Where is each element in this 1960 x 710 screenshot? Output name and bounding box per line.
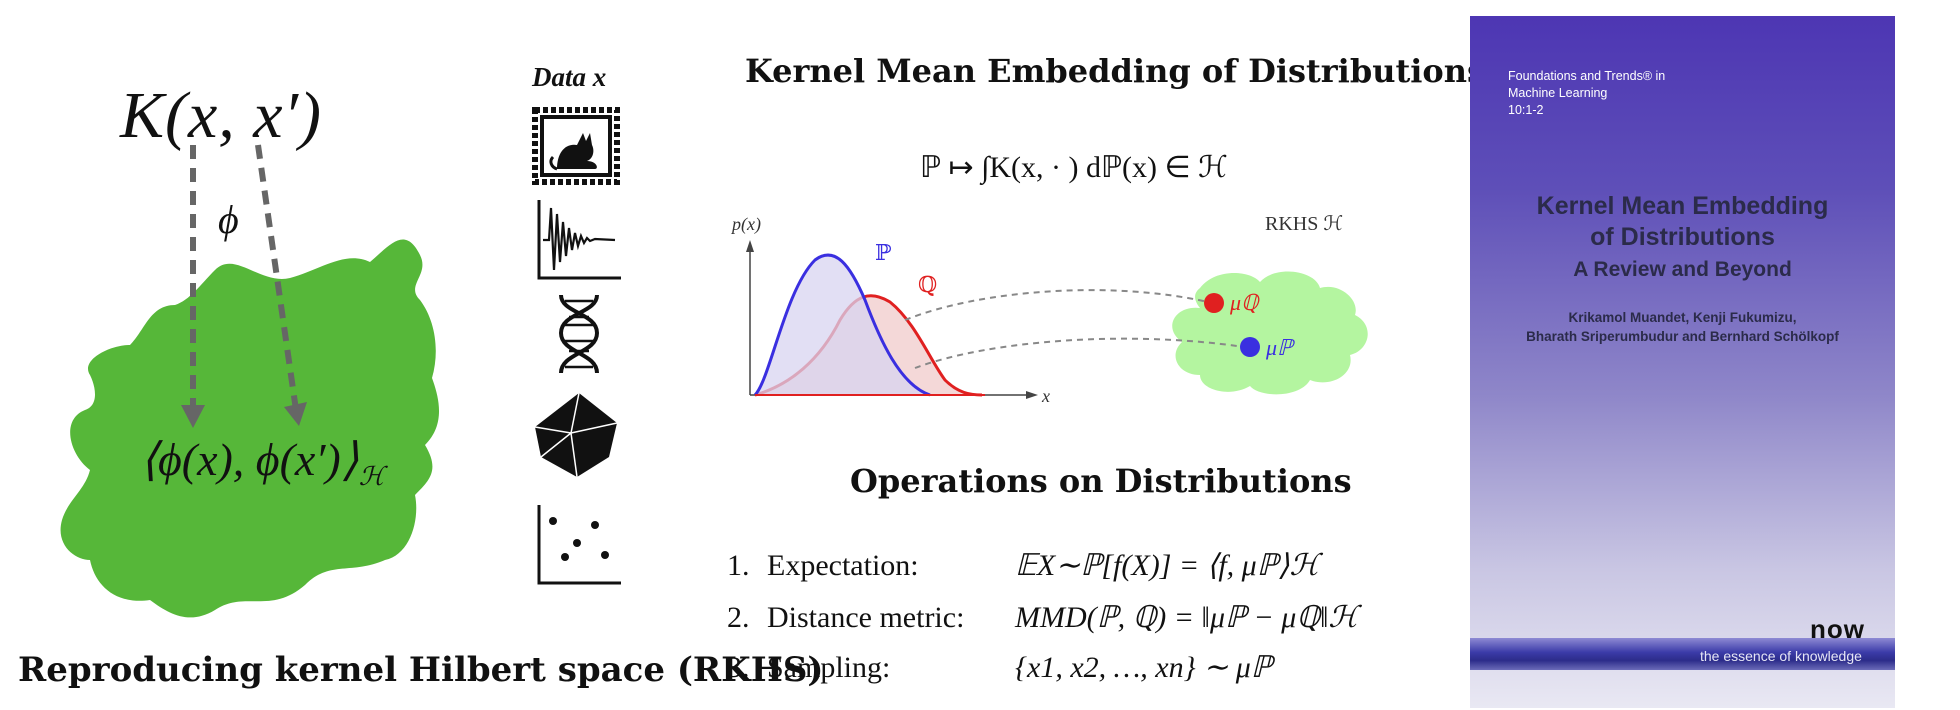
authors-line: Bharath Sriperumbudur and Bernhard Schöl… [1526, 329, 1839, 344]
feature-map-label: ϕ [218, 197, 239, 242]
operation-name: Sampling: [767, 651, 891, 684]
density-p-fill [755, 254, 930, 395]
operation-name: Distance metric: [767, 601, 965, 634]
mu-p-point [1240, 337, 1260, 357]
publisher-tagline: the essence of knowledge [1700, 648, 1862, 664]
rkhs-blob [60, 239, 440, 618]
inner-product-formula: ⟨ϕ(x), ϕ(x′)⟩ℋ [140, 432, 384, 492]
operation-name: Expectation: [767, 549, 919, 582]
operation-row-sampling: 3. Sampling: {x1, x2, …, xn} ∼ μℙ [727, 650, 1272, 685]
kernel-formula: K(x, x′) [120, 79, 323, 152]
operations-title: Operations on Distributions [850, 462, 1352, 500]
data-icons [532, 107, 621, 585]
inner-product-space: ℋ [358, 462, 385, 492]
phi-arrows [190, 144, 299, 411]
density-p-curve [753, 253, 931, 397]
arrowhead-x [181, 405, 205, 428]
operation-expression: {x1, x2, …, xn} ∼ μℙ [1015, 651, 1272, 684]
operation-number: 2. [727, 601, 750, 634]
series-line: Machine Learning [1508, 86, 1608, 100]
polyhedron-icon [534, 392, 618, 478]
book-cover: Foundations and Trends® in Machine Learn… [1470, 16, 1895, 708]
embedding-diagram: p(x) x ℙ ℚ RKHS ℋ μℚ μℙ [730, 213, 1368, 406]
operation-row-expectation: 1. Expectation: 𝔼X∼ℙ[f(X)] = ⟨f, μℙ⟩ℋ [727, 548, 1319, 583]
dist-q-label: ℚ [918, 273, 937, 298]
signal-waveform-icon [537, 200, 621, 280]
rkhs-label: RKHS ℋ [1265, 213, 1343, 235]
book-title: Kernel Mean Embedding of Distributions [1470, 191, 1895, 253]
arrowhead-x-prime [284, 402, 307, 426]
operation-expression: 𝔼X∼ℙ[f(X)] = ⟨f, μℙ⟩ℋ [1015, 549, 1320, 582]
plot-xlabel: x [1041, 386, 1050, 406]
book-subtitle: A Review and Beyond [1573, 258, 1792, 281]
book-authors: Krikamol Muandet, Kenji Fukumizu, Bharat… [1470, 308, 1895, 346]
operation-number: 1. [727, 549, 750, 582]
mapping-line-p [914, 337, 1245, 369]
rkhs-diagram [60, 144, 440, 618]
plot-ylabel: p(x) [730, 214, 761, 235]
mapping-line-q [904, 289, 1209, 321]
book-band [1470, 638, 1895, 670]
authors-line: Krikamol Muandet, Kenji Fukumizu, [1568, 310, 1797, 325]
operation-row-distance: 2. Distance metric: MMD(ℙ, ℚ) = ‖μℙ − μℚ‖ℋ [727, 600, 1358, 635]
data-title: Data x [532, 62, 607, 92]
mu-q-label: μℚ [1229, 290, 1261, 315]
dna-helix-icon [558, 294, 600, 374]
operation-number: 3. [727, 651, 750, 684]
book-series: Foundations and Trends® in Machine Learn… [1508, 68, 1665, 119]
publisher-logo: now [1810, 614, 1865, 644]
mu-p-label: μℙ [1265, 335, 1296, 360]
operation-expression: MMD(ℙ, ℚ) = ‖μℙ − μℚ‖ℋ [1015, 601, 1359, 634]
book-title-line: of Distributions [1590, 223, 1775, 251]
scatter-points-icon [537, 505, 621, 585]
mu-q-point [1204, 293, 1224, 313]
inner-product-expr: ⟨ϕ(x), ϕ(x′)⟩ [140, 434, 359, 485]
cat-image-icon [532, 107, 620, 185]
dist-p-label: ℙ [875, 241, 892, 266]
rkhs-cloud [1172, 271, 1368, 395]
series-line: Foundations and Trends® in [1508, 69, 1666, 83]
book-title-line: Kernel Mean Embedding [1536, 192, 1829, 220]
embedding-formula: ℙ ↦ ∫K(x, · ) dℙ(x) ∈ ℋ [920, 151, 1228, 184]
series-volume: 10:1-2 [1508, 103, 1544, 117]
rkhs-caption: Reproducing kernel Hilbert space (RKHS) [18, 650, 824, 690]
embedding-title: Kernel Mean Embedding of Distributions [745, 52, 1486, 90]
